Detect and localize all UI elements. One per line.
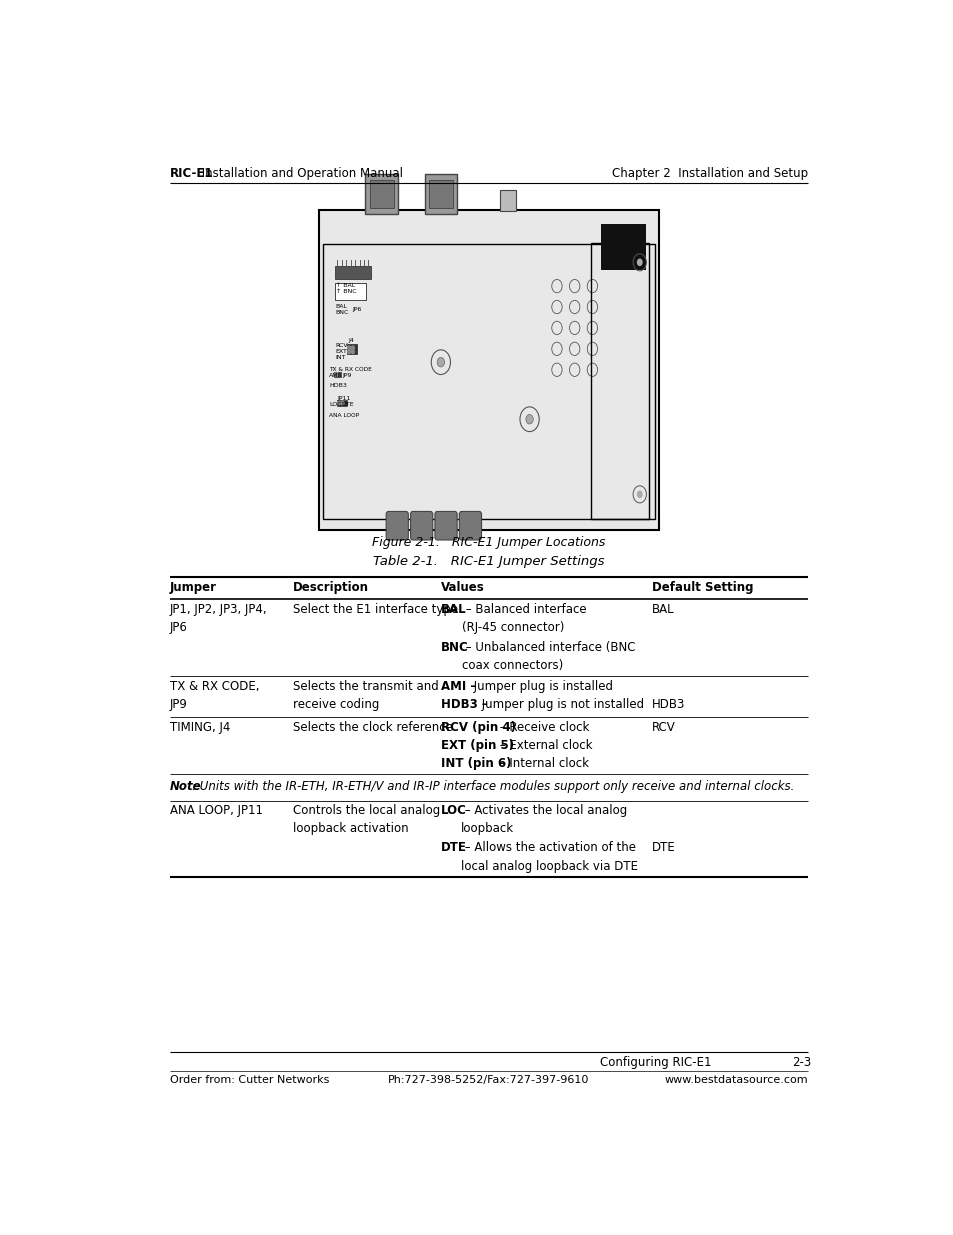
Text: ↑ BAL: ↑ BAL [335,283,355,288]
Text: BNC: BNC [335,310,348,315]
Circle shape [436,357,444,367]
Text: JP6: JP6 [352,308,361,312]
Text: Ph:727-398-5252/Fax:727-397-9610: Ph:727-398-5252/Fax:727-397-9610 [388,1076,589,1086]
FancyBboxPatch shape [459,511,481,540]
Text: (RJ-45 connector): (RJ-45 connector) [462,621,564,634]
FancyBboxPatch shape [386,511,408,540]
FancyBboxPatch shape [347,345,357,353]
Text: JP1, JP2, JP3, JP4,: JP1, JP2, JP3, JP4, [170,603,267,616]
Text: AMI: AMI [329,373,340,378]
Circle shape [347,346,351,350]
Text: Jumper: Jumper [170,580,216,594]
Text: TX & RX CODE: TX & RX CODE [329,367,372,372]
Text: Selects the transmit and: Selects the transmit and [293,679,438,693]
Text: JP9: JP9 [170,698,187,711]
Circle shape [341,401,344,405]
Text: BAL: BAL [440,603,466,616]
Circle shape [636,490,642,498]
Text: Figure 2-1.   RIC-E1 Jumper Locations: Figure 2-1. RIC-E1 Jumper Locations [372,536,605,550]
Text: HDB3 –: HDB3 – [440,698,487,711]
Circle shape [347,350,351,353]
Text: Chapter 2  Installation and Setup: Chapter 2 Installation and Setup [612,167,807,179]
Text: J4: J4 [348,338,354,343]
Text: ↑ BNC: ↑ BNC [335,289,356,294]
Text: AMI –: AMI – [440,679,476,693]
Text: Select the E1 interface type: Select the E1 interface type [293,603,457,616]
Text: HDB3: HDB3 [329,383,347,388]
FancyBboxPatch shape [370,179,394,209]
FancyBboxPatch shape [335,266,370,279]
Text: – Unbalanced interface (BNC: – Unbalanced interface (BNC [462,641,635,653]
Text: local analog loopback via DTE: local analog loopback via DTE [460,860,638,872]
Circle shape [351,350,354,353]
FancyBboxPatch shape [410,511,433,540]
Text: receive coding: receive coding [293,698,379,711]
Text: JP11: JP11 [337,396,351,401]
Text: EXT: EXT [335,348,347,354]
Text: Table 2-1.   RIC-E1 Jumper Settings: Table 2-1. RIC-E1 Jumper Settings [373,556,604,568]
Text: Order from: Cutter Networks: Order from: Cutter Networks [170,1076,329,1086]
FancyBboxPatch shape [365,174,397,214]
Text: RCV (pin 4): RCV (pin 4) [440,721,516,734]
Text: TX & RX CODE,: TX & RX CODE, [170,679,259,693]
Text: LOC: LOC [329,403,341,408]
Text: HDB3: HDB3 [651,698,684,711]
Text: RCV: RCV [651,721,675,734]
Text: : Units with the IR-ETH, IR-ETH/V and IR-IP interface modules support only recei: : Units with the IR-ETH, IR-ETH/V and IR… [192,779,793,793]
Text: Default Setting: Default Setting [651,580,752,594]
FancyBboxPatch shape [435,511,456,540]
Text: Values: Values [440,580,484,594]
Text: JP6: JP6 [170,621,187,634]
Text: loopback activation: loopback activation [293,823,408,835]
Text: BNC: BNC [440,641,468,653]
Text: DTE: DTE [440,841,466,855]
FancyBboxPatch shape [318,210,659,531]
Text: – Allows the activation of the: – Allows the activation of the [460,841,635,855]
Text: ANA LOOP, JP11: ANA LOOP, JP11 [170,804,262,818]
Text: Jumper plug is not installed: Jumper plug is not installed [477,698,643,711]
Text: EXT (pin 5): EXT (pin 5) [440,739,514,752]
Text: Selects the clock reference: Selects the clock reference [293,721,453,734]
Text: Note: Note [170,779,201,793]
FancyBboxPatch shape [335,372,341,378]
Text: LOC: LOC [440,804,466,818]
Text: DTE: DTE [341,403,354,408]
FancyBboxPatch shape [499,190,516,211]
Text: – Balanced interface: – Balanced interface [462,603,586,616]
Circle shape [335,373,337,377]
Text: RIC-E1: RIC-E1 [170,167,213,179]
Text: BAL: BAL [651,603,674,616]
Text: 2-3: 2-3 [791,1056,810,1070]
Text: Configuring RIC-E1: Configuring RIC-E1 [599,1056,711,1070]
Text: BAL: BAL [335,304,347,309]
Text: www.bestdatasource.com: www.bestdatasource.com [664,1076,807,1086]
Circle shape [351,346,354,350]
Circle shape [337,401,340,405]
Text: loopback: loopback [460,823,514,835]
Text: RCV: RCV [335,343,348,348]
Text: ANA LOOP: ANA LOOP [329,412,359,417]
Text: Description: Description [293,580,369,594]
Text: – Activates the local analog: – Activates the local analog [460,804,626,818]
FancyBboxPatch shape [336,400,347,406]
Text: INT (pin 6): INT (pin 6) [440,757,511,769]
Circle shape [636,258,642,266]
Text: Controls the local analog: Controls the local analog [293,804,439,818]
Text: coax connectors): coax connectors) [462,658,563,672]
Text: – Receive clock: – Receive clock [496,721,589,734]
Text: – External clock: – External clock [496,739,592,752]
Circle shape [525,415,533,424]
FancyBboxPatch shape [424,174,456,214]
Text: TIMING, J4: TIMING, J4 [170,721,230,734]
FancyBboxPatch shape [600,225,645,270]
FancyBboxPatch shape [335,283,366,300]
Text: JP9: JP9 [342,373,352,378]
Text: Jumper plug is installed: Jumper plug is installed [470,679,613,693]
Text: Installation and Operation Manual: Installation and Operation Manual [197,167,402,179]
Text: DTE: DTE [651,841,675,855]
Text: INT: INT [335,354,345,359]
Text: – Internal clock: – Internal clock [496,757,589,769]
FancyBboxPatch shape [429,179,453,209]
